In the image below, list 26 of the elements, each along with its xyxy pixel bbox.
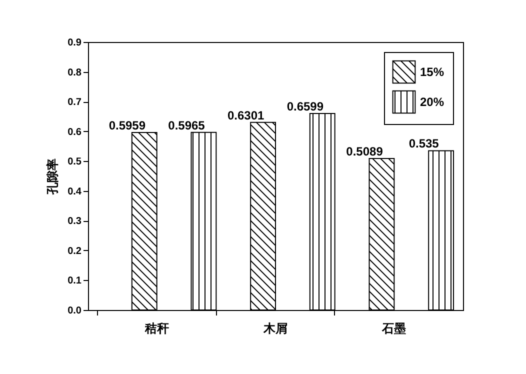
y-tick-label: 0.6 [68,126,82,138]
y-tick-label: 0.1 [68,276,82,287]
bar [428,150,454,310]
legend-label: 15% [420,65,444,79]
y-axis-title: 孔隙率 [46,158,60,196]
y-tick-label: 0.8 [68,67,82,78]
bar [250,122,276,310]
data-label: 0.6599 [286,99,324,114]
data-label: 0.5965 [168,118,206,132]
y-tick-label: 0.3 [68,216,82,228]
y-tick-label: 0.9 [68,38,82,48]
data-label: 0.5089 [346,144,384,158]
y-tick-label: 0.4 [68,186,82,198]
bar [131,132,158,310]
x-tick-label: 秸秆 [144,322,169,336]
data-label: 0.535 [408,136,440,151]
x-tick-label: 木屑 [262,322,288,336]
data-label: 0.6301 [227,108,265,122]
bar [368,158,395,310]
y-tick-label: 0.7 [68,97,82,108]
data-label: 0.5959 [108,118,146,133]
y-tick-label: 0.0 [68,306,82,316]
legend-label: 20% [420,95,444,109]
y-tick-label: 0.2 [68,246,82,257]
y-tick-label: 0.5 [68,156,82,168]
x-tick-label: 石墨 [381,322,406,336]
